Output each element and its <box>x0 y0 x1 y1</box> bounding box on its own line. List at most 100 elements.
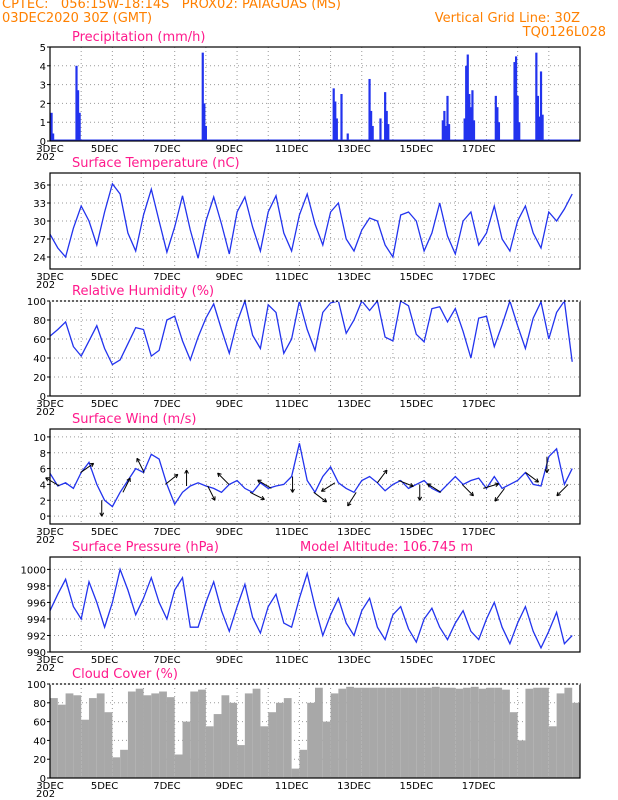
wind-arrow-head <box>383 469 388 475</box>
data-bar <box>533 687 542 778</box>
y-tick-label: 33 <box>33 199 46 210</box>
data-bar <box>81 719 89 778</box>
y-tick-label: 24 <box>33 253 46 264</box>
data-bar <box>50 112 53 141</box>
data-bar <box>151 693 160 778</box>
y-tick-label: 27 <box>33 235 46 246</box>
data-bar <box>385 110 388 141</box>
x-tick-label: 13DEC <box>337 399 371 410</box>
x-tick-label: 9DEC <box>216 399 243 410</box>
x-tick-label: 15DEC <box>399 527 433 538</box>
data-bar <box>470 686 479 778</box>
data-bar <box>518 122 521 141</box>
data-bar <box>369 687 378 778</box>
data-bar <box>408 687 417 778</box>
wind-arrow <box>494 488 505 502</box>
wind-arrow-head <box>126 477 131 483</box>
year-label-fragment: 202 <box>36 789 55 800</box>
wind-arrow-head <box>260 495 265 501</box>
y-tick-label: 4 <box>40 62 46 73</box>
wind-arrow <box>347 492 357 507</box>
y-tick-label: 1 <box>40 118 46 129</box>
x-tick-label: 15DEC <box>399 781 433 792</box>
year-label-fragment: 202 <box>36 535 55 546</box>
wind-arrow-head <box>184 469 189 474</box>
wind-arrow-head <box>89 462 95 468</box>
data-bar <box>221 695 230 778</box>
wind-arrow <box>398 479 414 487</box>
y-tick-label: 100 <box>27 680 46 691</box>
year-label-fragment: 202 <box>36 407 55 418</box>
x-tick-label: 7DEC <box>153 527 180 538</box>
data-bar <box>516 95 519 141</box>
data-bar <box>57 704 66 778</box>
data-bar <box>76 90 80 141</box>
data-bar <box>182 721 191 778</box>
wind-arrow-head <box>257 479 262 484</box>
wind-arrow <box>207 485 216 501</box>
data-bar <box>213 714 222 778</box>
y-tick-label: 100 <box>27 297 46 308</box>
data-bar <box>307 702 315 778</box>
panel-title: Relative Humidity (%) <box>72 284 214 299</box>
data-bar <box>469 107 472 141</box>
y-tick-label: 60 <box>33 718 46 729</box>
y-tick-label: 20 <box>33 373 46 384</box>
data-bar <box>368 78 371 141</box>
wind-arrow-head <box>469 491 474 497</box>
x-tick-label: 15DEC <box>399 399 433 410</box>
data-bar <box>472 120 476 141</box>
panel-frame <box>49 172 581 270</box>
data-bar <box>513 62 516 141</box>
year-label-fragment: 202 <box>36 663 55 674</box>
x-tick-label: 17DEC <box>462 527 496 538</box>
y-tick-label: 60 <box>33 335 46 346</box>
data-bar <box>229 702 238 778</box>
data-bar <box>494 687 503 778</box>
header-line2-left: 03DEC2020 30Z (GMT) <box>2 11 153 26</box>
wind-arrow <box>556 484 569 497</box>
y-tick-label: 2 <box>40 496 46 507</box>
wind-arrow-head <box>409 482 414 488</box>
x-tick-label: 13DEC <box>337 781 371 792</box>
x-tick-label: 17DEC <box>462 272 496 283</box>
data-bar <box>535 52 538 141</box>
model-altitude-label: Model Altitude: 106.745 m <box>300 540 473 555</box>
data-bar <box>353 687 362 778</box>
wind-arrow <box>321 482 336 492</box>
data-bar <box>52 133 55 141</box>
x-tick-label: 17DEC <box>462 144 496 155</box>
data-bar <box>198 689 206 778</box>
x-tick-label: 5DEC <box>91 527 118 538</box>
wind-arrow <box>483 483 499 489</box>
x-tick-label: 5DEC <box>91 655 118 666</box>
y-tick-label: 6 <box>40 465 46 476</box>
data-bar <box>361 687 370 778</box>
x-tick-label: 15DEC <box>399 272 433 283</box>
wind-arrow-head <box>45 477 50 482</box>
wind-arrow <box>376 469 388 484</box>
y-tick-label: 2 <box>40 99 46 110</box>
data-bar <box>96 693 105 778</box>
wind-arrow-head <box>544 468 550 473</box>
x-tick-label: 3DEC <box>36 655 63 666</box>
x-tick-label: 11DEC <box>275 399 309 410</box>
data-bar <box>299 749 308 778</box>
x-tick-label: 13DEC <box>337 272 371 283</box>
data-bar <box>517 740 526 778</box>
wind-arrow-head <box>320 487 326 492</box>
x-tick-label: 11DEC <box>275 527 309 538</box>
data-bar <box>120 749 128 778</box>
data-bar <box>244 693 253 778</box>
x-tick-label: 3DEC <box>36 781 63 792</box>
wind-arrow <box>461 484 474 497</box>
data-bar <box>346 133 349 141</box>
data-bar <box>78 112 81 141</box>
x-tick-label: 9DEC <box>216 144 243 155</box>
x-tick-label: 13DEC <box>337 655 371 666</box>
data-bar <box>143 695 152 778</box>
data-bar <box>496 107 499 141</box>
x-tick-label: 7DEC <box>153 272 180 283</box>
panel-title: Precipitation (mm/h) <box>72 30 205 45</box>
